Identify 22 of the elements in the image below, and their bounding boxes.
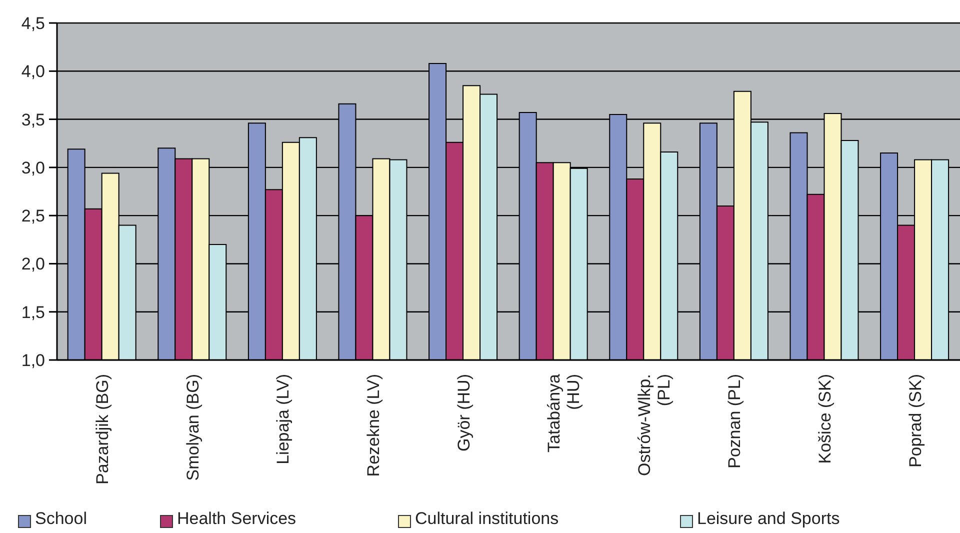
x-tick-label: Košice (SK) [816, 374, 834, 464]
x-tick-label: Pazardjik (BG) [93, 374, 112, 485]
x-tick-label: Ostrów-Wlkp. (PL) [634, 374, 674, 476]
y-tick-label: 2,5 [21, 206, 45, 226]
y-tick-label: 2,0 [21, 254, 45, 274]
y-tick-label: 4,5 [21, 14, 45, 34]
x-tick-label: Györ (HU) [454, 374, 474, 452]
legend-label: Cultural institutions [415, 509, 559, 529]
y-tick-label: 4,0 [21, 62, 45, 82]
x-tick-label: Poprad (SK) [906, 374, 925, 468]
x-tick-label: Tatabánya (HU) [544, 373, 584, 452]
x-tick-label: Poznan (PL) [725, 374, 744, 468]
x-tick-label: Smolyan (BG) [183, 374, 202, 481]
legend-label: School [35, 509, 87, 529]
y-tick-label: 1,5 [21, 302, 45, 322]
y-tick-label: 3,5 [21, 110, 45, 130]
x-tick-label: Rezekne (LV) [364, 374, 383, 477]
y-tick-label: 3,0 [21, 158, 45, 178]
legend-label: Leisure and Sports [697, 509, 840, 529]
x-tick-label: Liepaja (LV) [274, 374, 293, 464]
y-tick-label: 1,0 [21, 351, 45, 370]
legend-label: Health Services [177, 509, 296, 529]
